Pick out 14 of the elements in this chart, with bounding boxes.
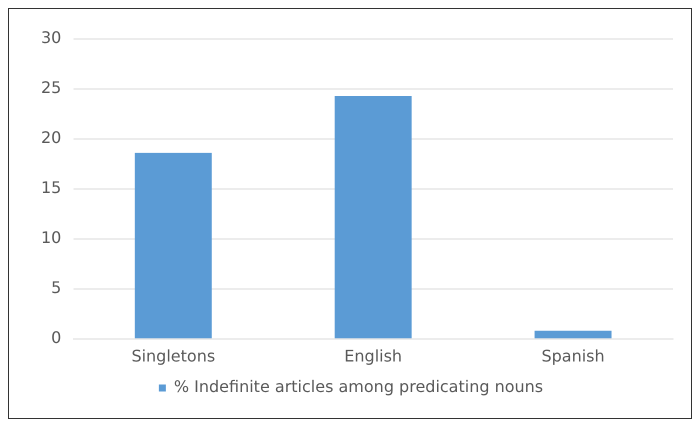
y-tick-label: 30 xyxy=(41,28,62,48)
y-tick-label: 5 xyxy=(51,278,62,297)
y-tick-label: 15 xyxy=(41,178,62,198)
y-tick-label: 0 xyxy=(51,328,62,347)
y-tick-label: 25 xyxy=(41,78,62,98)
y-tick-label: 10 xyxy=(41,228,62,248)
y-tick-label: 20 xyxy=(41,128,62,148)
bar xyxy=(134,152,212,338)
legend-label: % Indefinite articles among predicating nouns xyxy=(174,377,544,396)
x-tick-label: English xyxy=(344,346,402,366)
bar xyxy=(334,96,412,338)
x-tick-label: Spanish xyxy=(541,346,605,366)
x-tick-label: Singletons xyxy=(131,346,216,366)
bar xyxy=(534,330,612,338)
